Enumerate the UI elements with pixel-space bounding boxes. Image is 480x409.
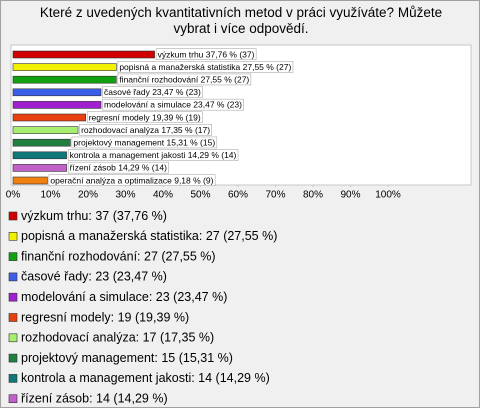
legend-swatch (8, 313, 18, 322)
legend-label: popisná a manažerská statistika: 27 (27,… (21, 229, 277, 243)
bar (12, 75, 117, 84)
bar-label-box (48, 174, 216, 186)
legend-swatch (8, 292, 18, 302)
bar-label-box (117, 73, 252, 86)
x-tick-label: 40% (153, 190, 173, 201)
legend-label: projektový management: 15 (15,31 %) (21, 351, 233, 365)
x-tick-label: 50% (190, 190, 210, 201)
legend-swatch (8, 272, 18, 282)
legend-label: řízení zásob: 14 (14,29 %) (21, 391, 168, 405)
bar-label: operační analýza a optimalizace 9,18 % (… (50, 175, 213, 185)
bar-label: finanční rozhodování 27,55 % (27) (119, 74, 249, 84)
bar (12, 164, 67, 172)
bar (12, 126, 79, 134)
x-tick-label: 0% (6, 190, 21, 201)
legend-swatch (8, 374, 18, 383)
bar (12, 50, 155, 59)
bar-label-box (67, 149, 239, 161)
legend-swatch (8, 252, 18, 261)
x-tick-label: 30% (115, 190, 135, 201)
bar-label: kontrola a management jakosti 14,29 % (1… (70, 150, 237, 160)
legend-swatch (8, 211, 18, 221)
bar-label: projektový management 15,31 % (15) (73, 137, 215, 147)
bar-label-box (79, 124, 212, 136)
legend-label: rozhodovací analýza: 17 (17,35 %) (21, 331, 214, 345)
legend-swatch (8, 394, 18, 404)
bar-label-box (102, 98, 244, 111)
x-tick-label: 90% (340, 190, 360, 201)
bar-label: výzkum trhu 37,76 % (37) (158, 49, 255, 59)
bar (12, 63, 117, 71)
bar-label: rozhodovací analýza 17,35 % (17) (81, 125, 210, 135)
bar-label-box (86, 111, 203, 123)
x-tick-label: 10% (40, 190, 60, 201)
bar (12, 101, 102, 109)
bar-label-box (155, 48, 257, 60)
x-tick-label: 80% (303, 190, 323, 201)
legend-label: regresní modely: 19 (19,39 %) (21, 310, 189, 324)
bar-label: modelování a simulace 23,47 % (23) (104, 100, 242, 110)
x-tick-label: 100% (375, 190, 401, 201)
bar-label: řízení zásob 14,29 % (14) (70, 163, 168, 173)
legend-swatch (8, 353, 18, 363)
bar (12, 138, 71, 147)
legend-label: modelování a simulace: 23 (23,47 %) (21, 290, 227, 304)
bar-label: popisná a manažerská statistika 27,55 % … (119, 62, 291, 72)
x-tick-label: 20% (78, 190, 98, 201)
legend-swatch (8, 232, 18, 241)
bar (12, 113, 87, 122)
legend-label: výzkum trhu: 37 (37,76 %) (21, 209, 167, 223)
bar-label-box (67, 161, 169, 174)
legend-label: finanční rozhodování: 27 (27,55 %) (21, 249, 216, 263)
bar-label-box (71, 136, 218, 149)
legend-label: časové řady: 23 (23,47 %) (21, 270, 167, 284)
bar-label: regresní modely 19,39 % (19) (89, 112, 201, 122)
x-tick-label: 70% (265, 190, 285, 201)
bar-label-box (117, 61, 294, 73)
x-tick-label: 60% (228, 190, 248, 201)
legend-swatch (8, 333, 18, 343)
bar-label: časové řady 23,47 % (23) (104, 87, 201, 97)
bar (12, 176, 48, 185)
bar (12, 151, 67, 160)
bar (12, 88, 102, 97)
bar-label-box (102, 86, 203, 98)
legend-label: kontrola a management jakosti: 14 (14,29… (21, 371, 270, 385)
chart-title: Které z uvedených kvantitativních metod … (39, 5, 443, 36)
